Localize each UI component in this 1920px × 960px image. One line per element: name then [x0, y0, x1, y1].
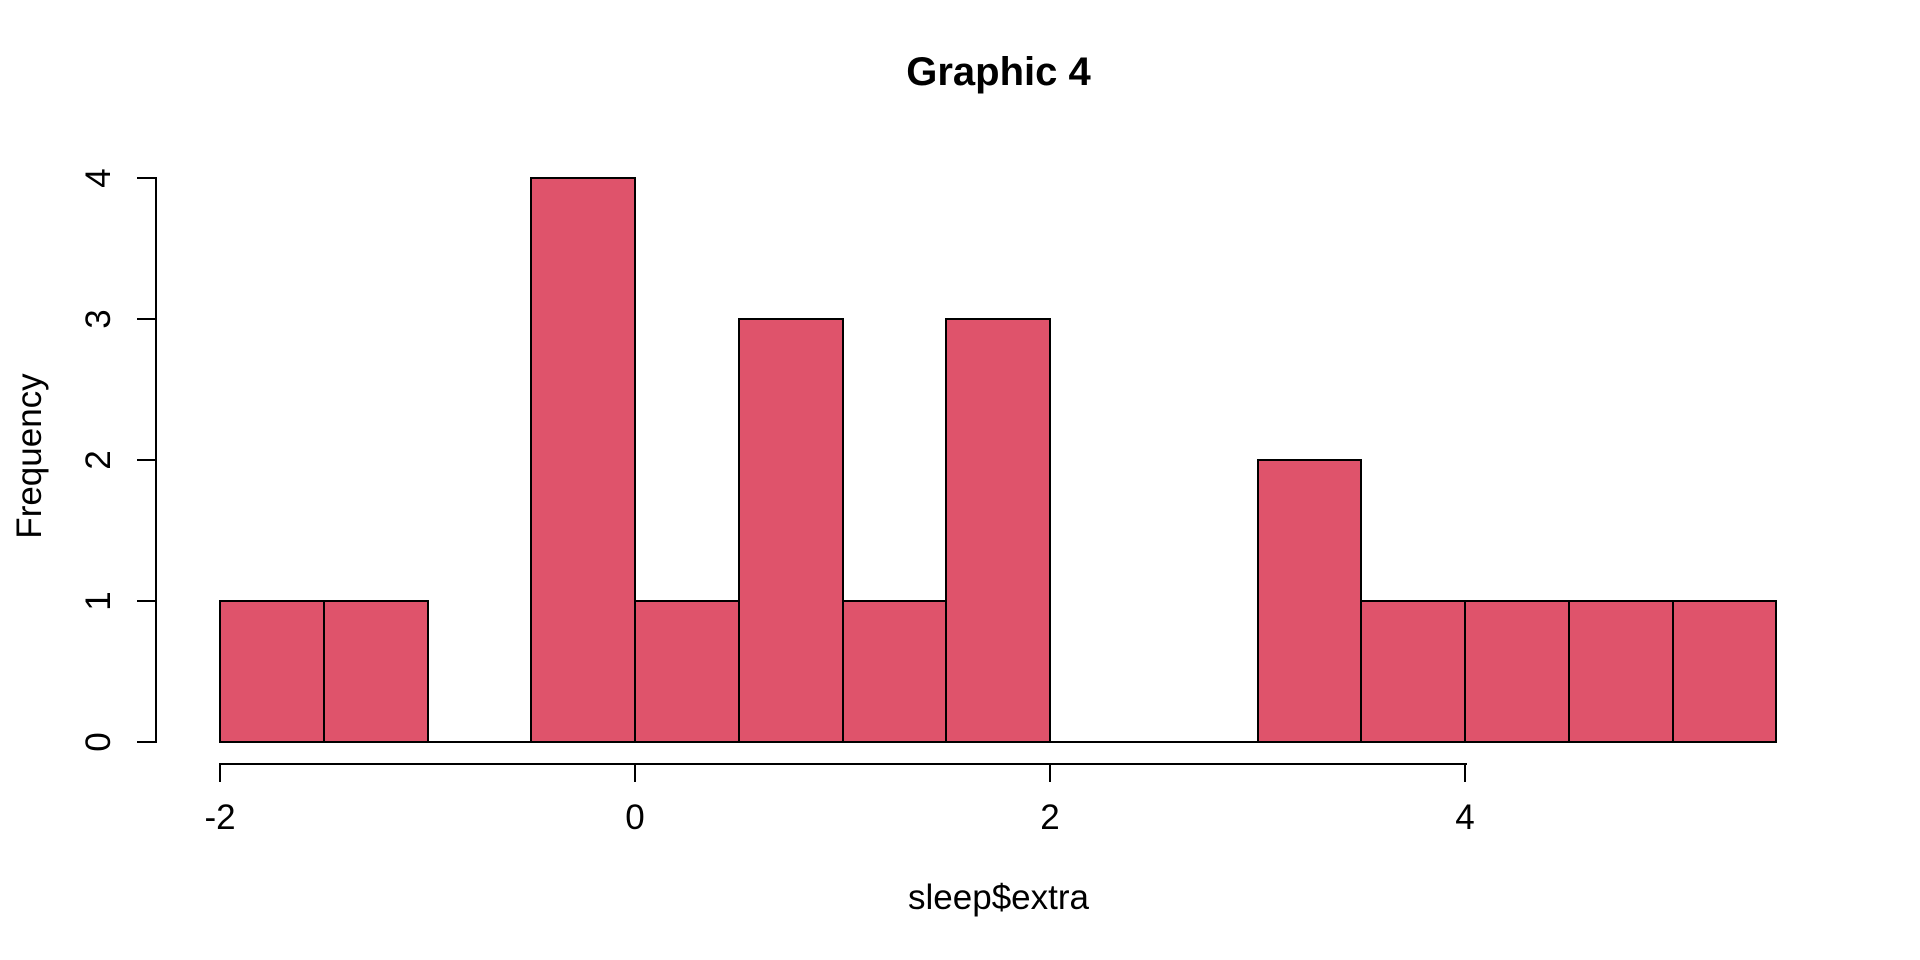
x-tick-label: 4 — [1455, 798, 1475, 837]
histogram-bar — [1464, 600, 1570, 743]
y-tick-label: 3 — [79, 309, 118, 329]
histogram-bar — [1567, 600, 1674, 743]
histogram-bar — [841, 600, 948, 743]
histogram-bar — [1256, 459, 1363, 743]
x-axis-title: sleep$extra — [908, 878, 1089, 917]
y-tick-mark — [137, 459, 155, 461]
histogram-bar — [530, 177, 636, 743]
y-tick-label: 1 — [79, 591, 118, 611]
zero-bin-baseline — [1152, 741, 1259, 743]
y-tick-mark — [137, 177, 155, 179]
histogram-bar — [1360, 600, 1466, 743]
x-tick-mark — [219, 763, 221, 782]
y-tick-label: 4 — [79, 168, 118, 188]
zero-bin-baseline — [1049, 741, 1155, 743]
x-tick-label: 0 — [625, 798, 645, 837]
y-axis-line — [155, 177, 157, 743]
y-tick-label: 2 — [79, 450, 118, 470]
histogram-bar — [219, 600, 325, 743]
x-tick-label: 2 — [1040, 798, 1060, 837]
y-tick-mark — [137, 741, 155, 743]
chart-title: Graphic 4 — [906, 50, 1091, 94]
y-tick-mark — [137, 318, 155, 320]
x-tick-mark — [1464, 763, 1466, 782]
histogram-bar — [322, 600, 429, 743]
histogram-bar — [634, 600, 740, 743]
histogram-bar — [1671, 600, 1778, 743]
y-tick-mark — [137, 600, 155, 602]
y-axis-title: Frequency — [10, 373, 49, 539]
y-tick-label: 0 — [79, 732, 118, 752]
x-axis-line — [219, 763, 1467, 765]
x-tick-mark — [1049, 763, 1051, 782]
x-tick-mark — [634, 763, 636, 782]
histogram-bar — [945, 318, 1051, 743]
x-tick-label: -2 — [204, 798, 236, 837]
histogram-bar — [737, 318, 844, 743]
zero-bin-baseline — [426, 741, 533, 743]
